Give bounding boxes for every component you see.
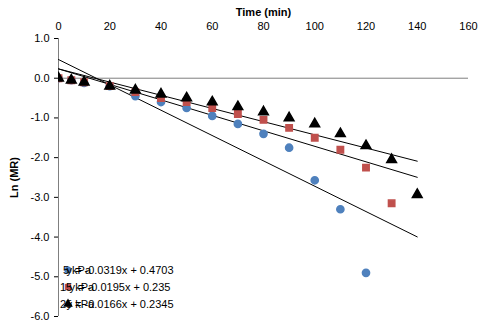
svg-text:40: 40 xyxy=(155,20,167,32)
svg-text:Time (min): Time (min) xyxy=(236,6,292,18)
svg-text:80: 80 xyxy=(257,20,269,32)
svg-text:1.0: 1.0 xyxy=(34,32,49,44)
svg-text:0: 0 xyxy=(55,20,61,32)
svg-text:-3.0: -3.0 xyxy=(31,191,50,203)
svg-text:-4.0: -4.0 xyxy=(31,231,50,243)
svg-text:y = -0.0319x + 0.4703: y = -0.0319x + 0.4703 xyxy=(66,264,173,276)
svg-text:Ln (MR): Ln (MR) xyxy=(8,157,20,198)
svg-text:-6.0: -6.0 xyxy=(31,310,50,322)
svg-text:0.0: 0.0 xyxy=(34,72,49,84)
svg-text:160: 160 xyxy=(459,20,477,32)
svg-text:y = -0.0195x + 0.235: y = -0.0195x + 0.235 xyxy=(70,281,171,293)
svg-text:y = -0.0166x + 0.2345: y = -0.0166x + 0.2345 xyxy=(66,298,173,310)
svg-text:100: 100 xyxy=(306,20,324,32)
svg-text:-5.0: -5.0 xyxy=(31,270,50,282)
svg-text:-2.0: -2.0 xyxy=(31,151,50,163)
svg-text:60: 60 xyxy=(206,20,218,32)
svg-text:140: 140 xyxy=(408,20,426,32)
svg-text:120: 120 xyxy=(357,20,375,32)
svg-text:-1.0: -1.0 xyxy=(31,111,50,123)
svg-text:20: 20 xyxy=(104,20,116,32)
